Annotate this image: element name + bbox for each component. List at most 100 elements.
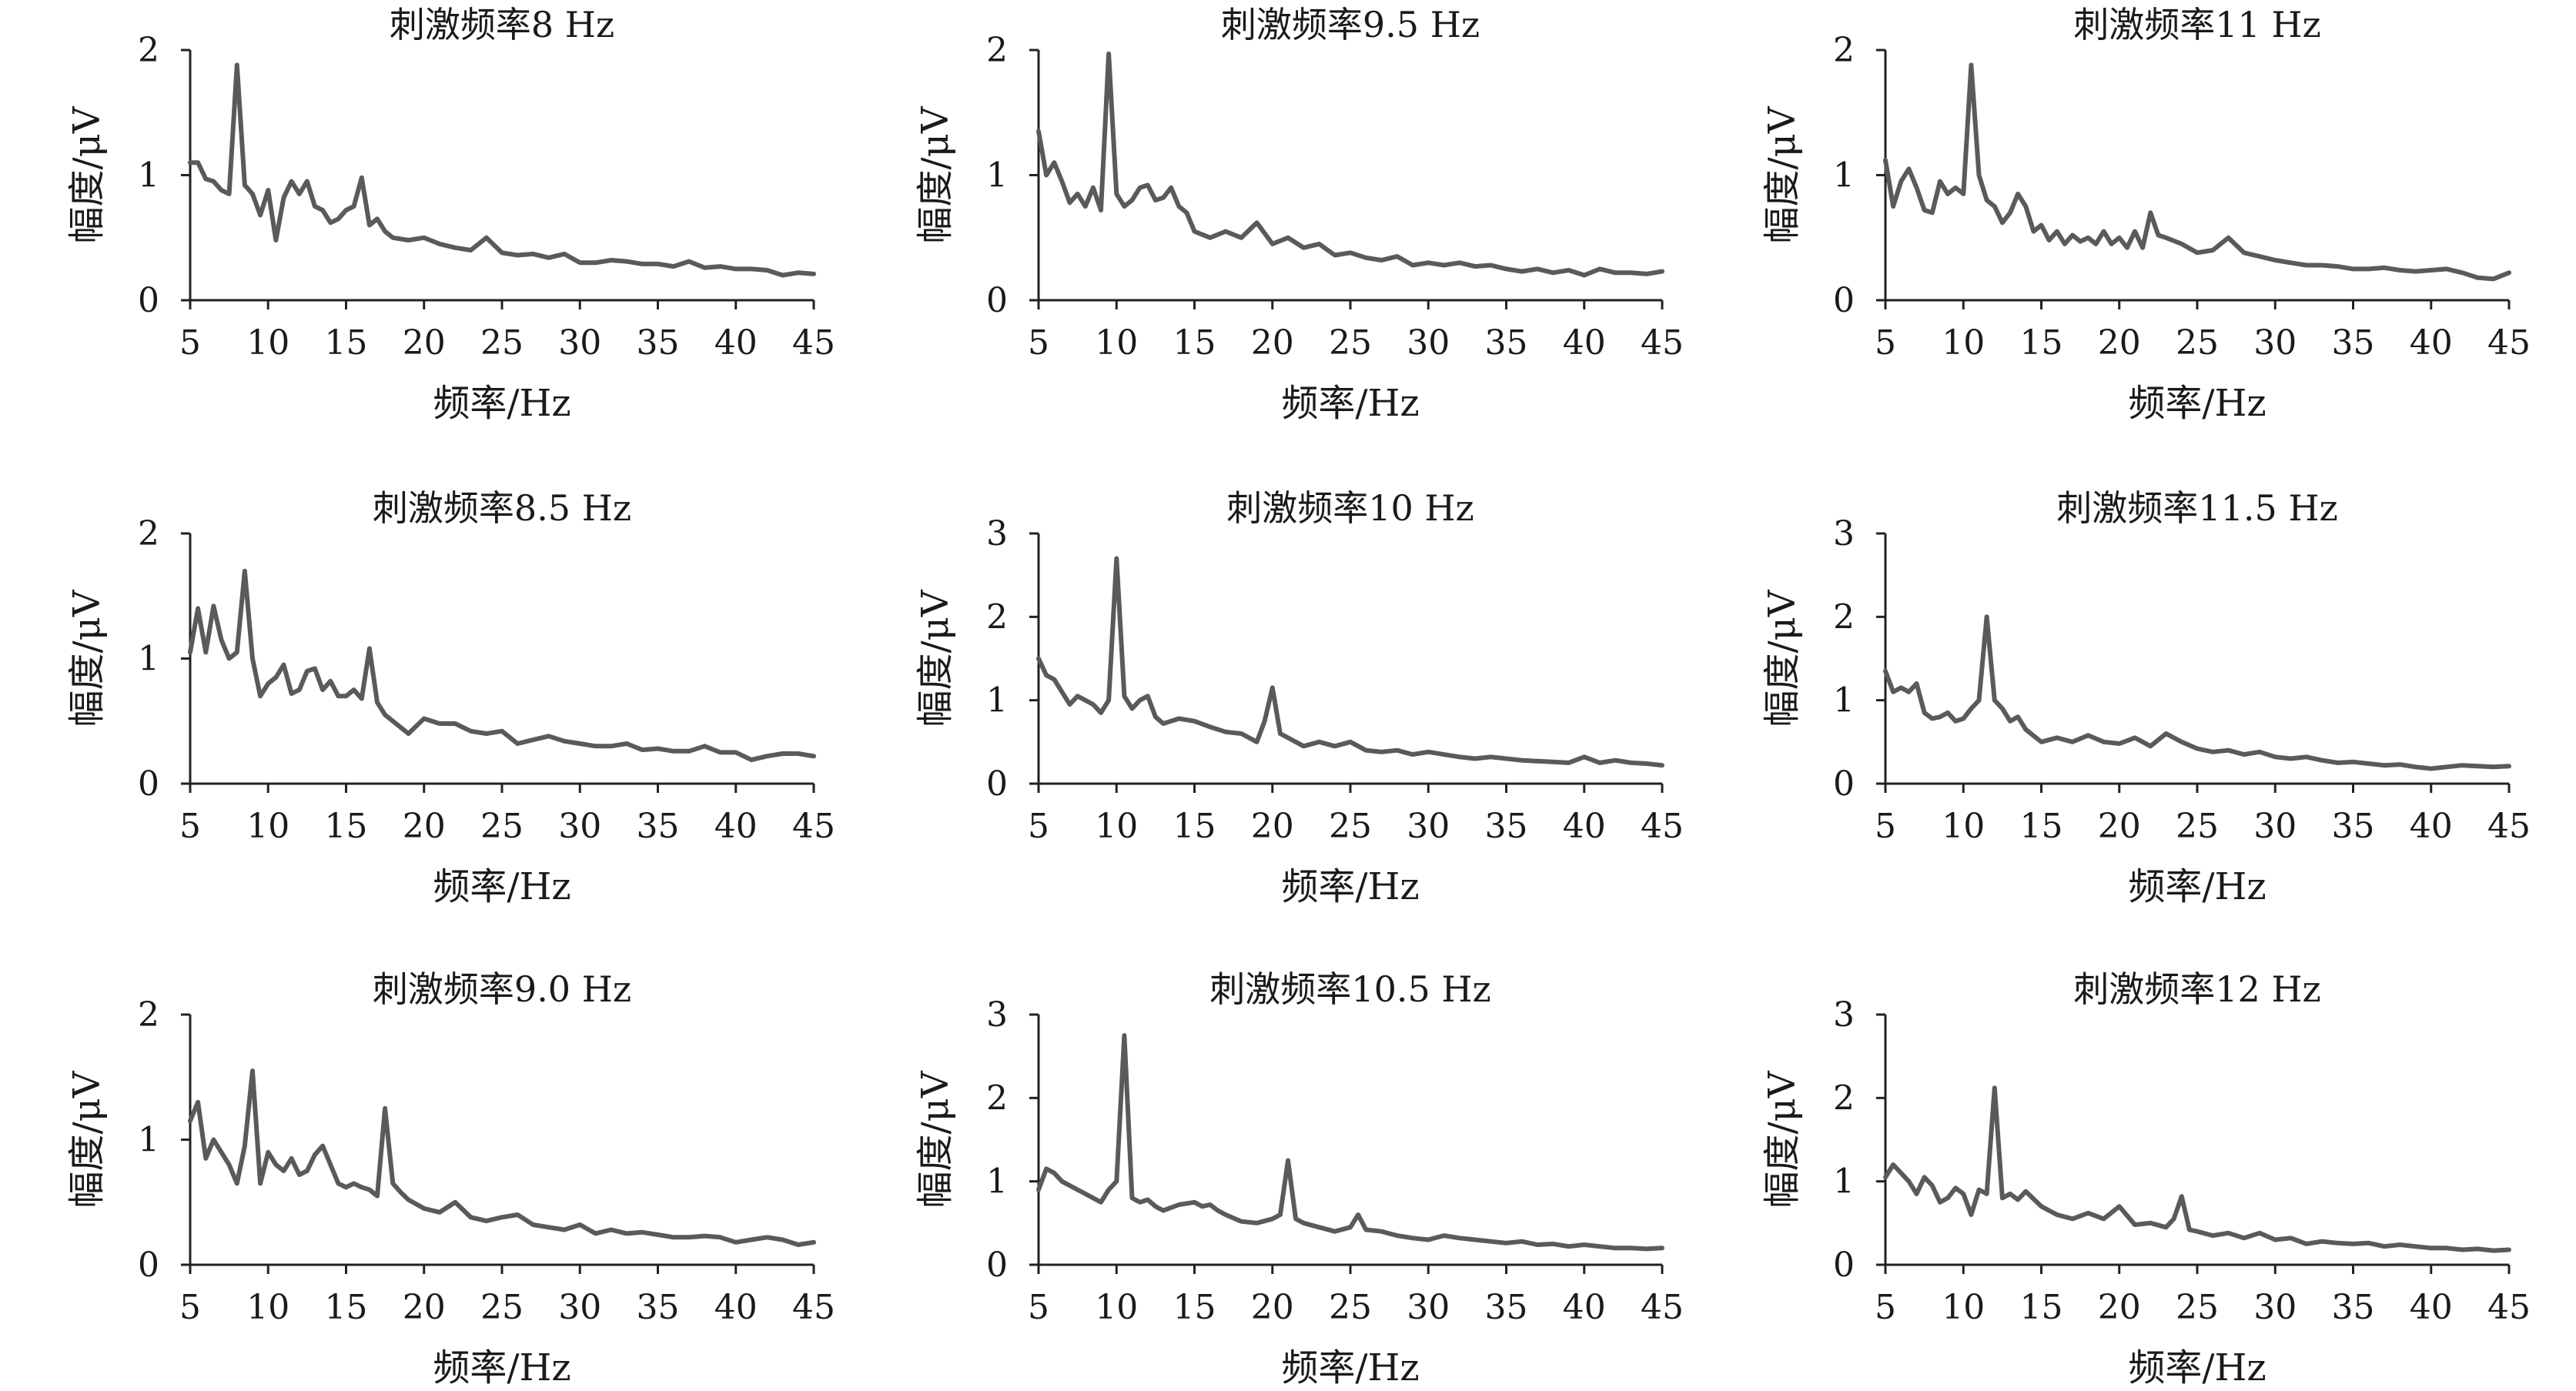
x-tick-label: 30: [558, 1288, 601, 1327]
x-axis-label: 频率/Hz: [433, 1346, 570, 1389]
x-tick-label: 15: [325, 1288, 368, 1327]
data-points: [1884, 1086, 2511, 1252]
x-tick-label: 30: [1407, 323, 1450, 363]
x-tick-label: 10: [246, 323, 289, 363]
y-axis-label: 幅度/μV: [1761, 1070, 1804, 1208]
y-tick-label: 0: [138, 764, 159, 804]
spectrum-line: [1883, 614, 2511, 771]
x-tick-label: 10: [1095, 323, 1138, 363]
x-tick-label: 25: [2176, 1288, 2219, 1327]
y-axis-label: 幅度/μV: [65, 105, 109, 243]
x-tick-label: 45: [792, 323, 835, 363]
x-tick-label: 30: [2253, 807, 2297, 846]
x-tick-label: 45: [1641, 1288, 1684, 1327]
x-tick-label: 20: [403, 1288, 446, 1327]
y-tick-label: 2: [138, 31, 159, 70]
x-tick-label: 35: [2332, 807, 2375, 846]
x-tick-label: 35: [1485, 1288, 1528, 1327]
spectrum-line: [1036, 556, 1664, 768]
x-tick-label: 45: [792, 1288, 835, 1327]
x-tick-label: 20: [2098, 323, 2141, 363]
x-tick-label: 5: [179, 1288, 201, 1327]
data-points: [1037, 557, 1664, 767]
x-tick-label: 15: [1173, 1288, 1216, 1327]
y-axis-label: 幅度/μV: [1761, 105, 1804, 243]
x-tick-label: 25: [480, 807, 524, 846]
x-tick-label: 45: [1641, 807, 1684, 846]
y-axis-label: 幅度/μV: [914, 105, 957, 243]
y-tick-label: 2: [986, 597, 1008, 637]
x-tick-label: 25: [480, 323, 524, 363]
y-axis-label: 幅度/μV: [65, 589, 109, 727]
data-points: [189, 570, 815, 761]
spectrum-line: [1036, 51, 1664, 278]
data-points: [189, 64, 815, 277]
x-tick-label: 30: [558, 323, 601, 363]
y-tick-label: 2: [1833, 597, 1855, 637]
x-tick-label: 25: [1329, 323, 1372, 363]
y-tick-label: 0: [1833, 281, 1855, 320]
x-tick-label: 10: [246, 1288, 289, 1327]
y-tick-label: 0: [986, 1246, 1008, 1285]
y-axis-label: 幅度/μV: [1761, 589, 1804, 727]
x-tick-label: 20: [1251, 323, 1294, 363]
y-tick-label: 0: [986, 764, 1008, 804]
x-axis-label: 频率/Hz: [1281, 382, 1419, 425]
x-tick-label: 35: [2332, 323, 2375, 363]
y-tick-label: 3: [986, 995, 1008, 1035]
data-points: [189, 1069, 815, 1246]
x-axis-label: 频率/Hz: [2128, 865, 2266, 908]
x-tick-label: 20: [403, 807, 446, 846]
y-tick-label: 2: [986, 1078, 1008, 1118]
x-tick-label: 10: [1942, 807, 1985, 846]
x-tick-label: 10: [1942, 1288, 1985, 1327]
x-tick-label: 40: [714, 323, 758, 363]
x-tick-label: 40: [1563, 807, 1606, 846]
y-axis-label: 幅度/μV: [914, 589, 957, 727]
x-tick-label: 30: [1407, 807, 1450, 846]
x-tick-label: 15: [1173, 323, 1216, 363]
y-tick-label: 1: [138, 1121, 159, 1160]
x-tick-label: 15: [325, 807, 368, 846]
x-tick-label: 35: [1485, 323, 1528, 363]
y-tick-label: 2: [1833, 31, 1855, 70]
x-tick-label: 45: [2487, 1288, 2531, 1327]
x-tick-label: 45: [2487, 323, 2531, 363]
x-tick-label: 25: [2176, 807, 2219, 846]
x-axis-label: 频率/Hz: [433, 865, 570, 908]
y-tick-label: 0: [1833, 1246, 1855, 1285]
x-tick-label: 5: [1875, 807, 1896, 846]
spectrum-line: [188, 1068, 816, 1247]
x-tick-label: 5: [179, 807, 201, 846]
y-tick-label: 0: [986, 281, 1008, 320]
x-axis-label: 频率/Hz: [1281, 865, 1419, 908]
x-tick-label: 20: [1251, 1288, 1294, 1327]
x-tick-label: 15: [2020, 1288, 2063, 1327]
y-tick-label: 1: [138, 156, 159, 196]
y-tick-label: 1: [1833, 156, 1855, 196]
y-tick-label: 1: [986, 1162, 1008, 1202]
x-tick-label: 30: [2253, 1288, 2297, 1327]
x-tick-label: 40: [1563, 323, 1606, 363]
x-tick-label: 35: [637, 323, 680, 363]
x-tick-label: 35: [2332, 1288, 2375, 1327]
chart-title: 刺激频率11 Hz: [2073, 4, 2321, 45]
x-tick-label: 5: [1875, 1288, 1896, 1327]
x-tick-label: 5: [1875, 323, 1896, 363]
chart-title: 刺激频率10.5 Hz: [1209, 968, 1490, 1010]
x-tick-label: 15: [2020, 323, 2063, 363]
spectrum-line: [1036, 1033, 1664, 1252]
y-tick-label: 1: [1833, 1162, 1855, 1202]
x-tick-label: 5: [1028, 807, 1049, 846]
x-tick-label: 20: [2098, 807, 2141, 846]
x-tick-label: 25: [2176, 323, 2219, 363]
chart-title: 刺激频率10 Hz: [1226, 487, 1474, 529]
y-tick-label: 0: [138, 1246, 159, 1285]
